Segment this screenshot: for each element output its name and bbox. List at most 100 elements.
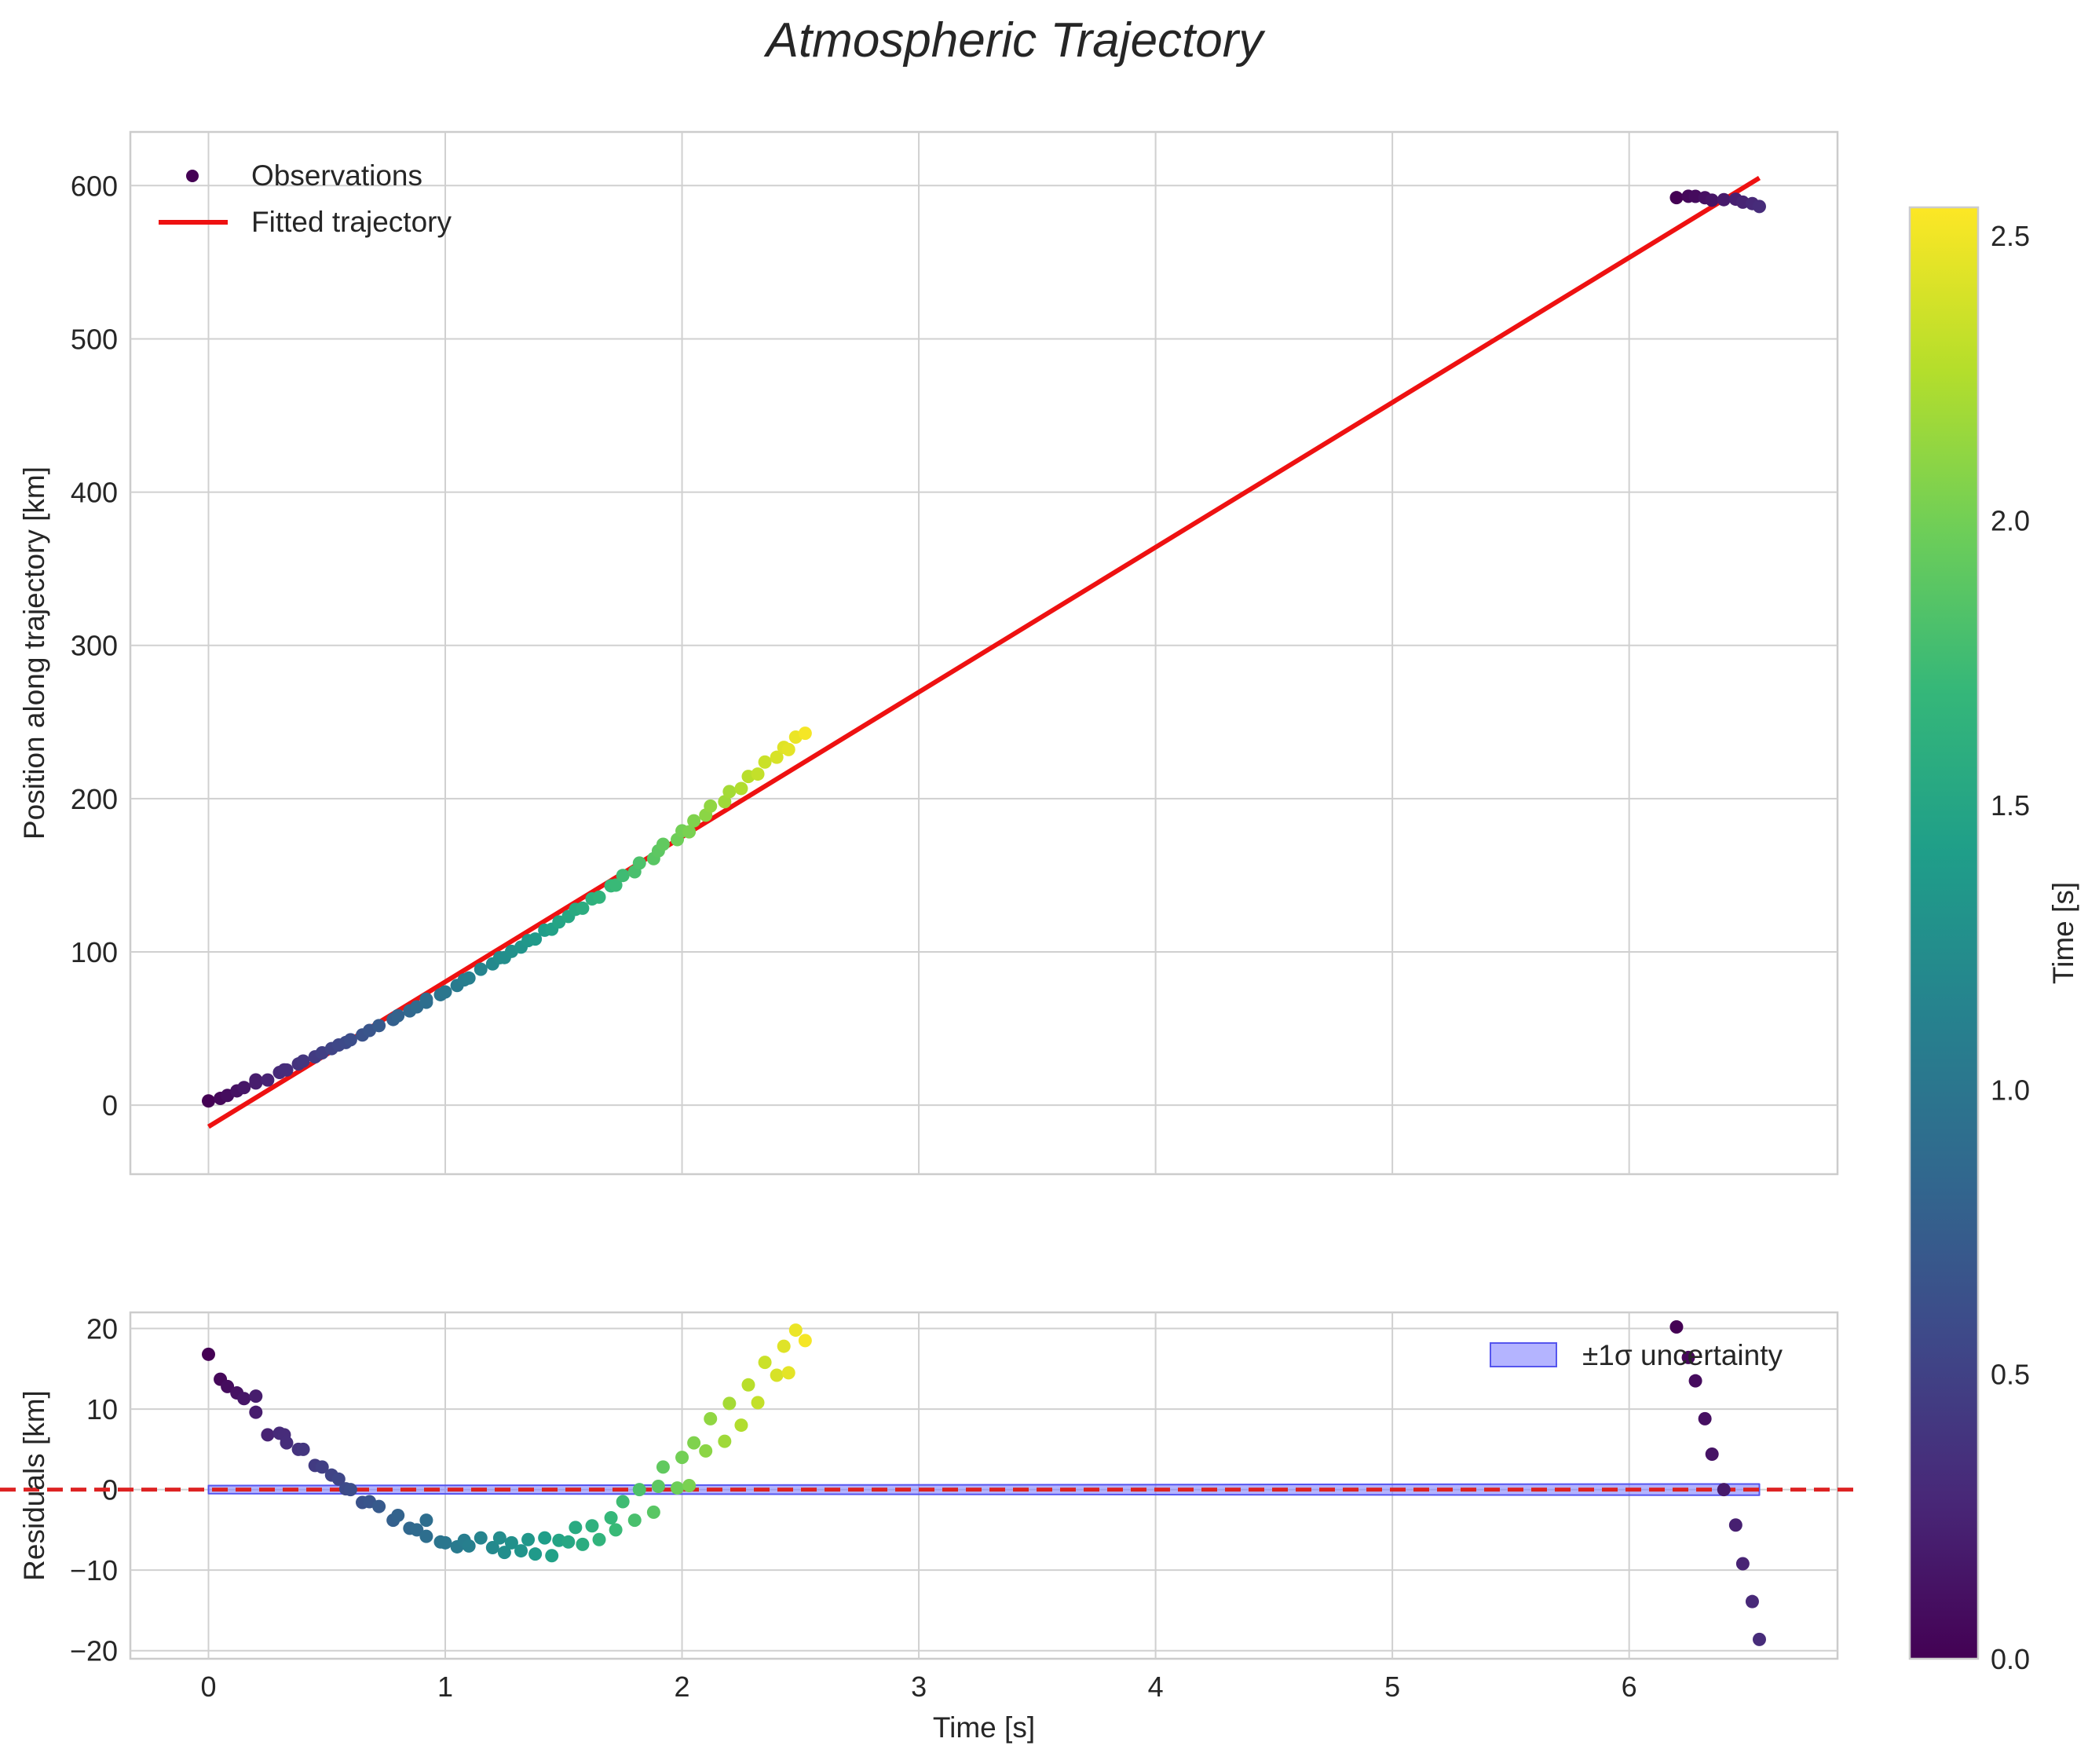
observation-point: [770, 750, 784, 764]
residual-point: [280, 1436, 294, 1450]
residual-point: [616, 1495, 630, 1509]
x-tick-label: 4: [1148, 1671, 1164, 1703]
bottom-y-tick-label: −20: [70, 1635, 118, 1667]
residual-point: [1752, 1632, 1766, 1646]
top-y-axis-label: Position along trajectory [km]: [18, 467, 50, 840]
residual-point: [1735, 1557, 1750, 1571]
residual-point: [671, 1481, 685, 1495]
residual-point: [1728, 1518, 1742, 1532]
x-tick-label: 3: [911, 1671, 927, 1703]
observation-point: [734, 781, 748, 796]
observation-point: [1669, 191, 1684, 205]
top-panel: 0 100 200 300 400 500 600: [71, 130, 1839, 1176]
residual-point: [249, 1405, 263, 1419]
observation-point: [576, 901, 590, 915]
observation-point: [718, 795, 732, 809]
residual-point: [497, 1546, 511, 1560]
residual-point: [741, 1378, 755, 1392]
residual-point: [781, 1366, 795, 1380]
observation-point: [528, 932, 543, 946]
x-axis-label: Time [s]: [933, 1711, 1035, 1744]
residual-point: [722, 1396, 737, 1411]
residual-point: [462, 1539, 476, 1553]
residual-point: [419, 1529, 433, 1543]
observation-point: [438, 985, 452, 999]
residual-point: [609, 1523, 623, 1537]
residual-point: [627, 1513, 642, 1528]
residual-point: [1698, 1411, 1712, 1425]
residual-point: [492, 1531, 506, 1545]
residual-point: [734, 1418, 748, 1433]
observation-point: [372, 1019, 386, 1033]
top-y-tick-label: 300: [71, 630, 118, 662]
observation-point: [798, 726, 812, 741]
residual-point: [1681, 1350, 1695, 1364]
residual-point: [592, 1532, 606, 1546]
uncertainty-band: [207, 1483, 1761, 1496]
residual-point: [704, 1411, 718, 1425]
residual-point: [372, 1499, 386, 1513]
colorbar-tick-label: 1.5: [1991, 789, 2030, 822]
residual-point: [569, 1521, 583, 1535]
residual-point: [296, 1442, 310, 1456]
residual-point: [1705, 1447, 1719, 1462]
colorbar-gradient: [1908, 206, 1980, 1660]
colorbar: 0.0 0.5 1.0 1.5 2.0 2.5: [1908, 206, 2030, 1675]
residual-point: [687, 1436, 701, 1450]
residual-point: [419, 1513, 433, 1528]
bottom-y-tick-label: −10: [70, 1554, 118, 1587]
residual-point: [343, 1483, 357, 1497]
observation-point: [1705, 193, 1719, 207]
top-y-tick-label: 400: [71, 477, 118, 509]
observation-point: [474, 962, 488, 976]
residual-point: [751, 1396, 765, 1410]
colorbar-label: Time [s]: [2047, 882, 2079, 984]
residual-point: [438, 1535, 452, 1550]
observation-point: [296, 1054, 310, 1068]
residual-point: [770, 1368, 784, 1382]
observation-point: [632, 856, 646, 870]
observation-point: [751, 767, 765, 781]
residual-point: [1745, 1594, 1759, 1608]
x-tick-label: 5: [1384, 1671, 1400, 1703]
top-legend: Observations Fitted trajectory: [159, 159, 452, 238]
residual-point: [521, 1532, 536, 1546]
residual-point: [1688, 1374, 1702, 1388]
legend-fit-label: Fitted trajectory: [251, 206, 452, 238]
chart-title: Atmospheric Trajectory: [763, 13, 1267, 68]
x-tick-label: 0: [200, 1671, 216, 1703]
residual-point: [788, 1323, 803, 1338]
legend-uncertainty-label: ±1σ uncertainty: [1582, 1339, 1783, 1371]
residual-point: [474, 1531, 488, 1545]
observation-point: [704, 799, 718, 813]
colorbar-tick-label: 1.0: [1991, 1074, 2030, 1106]
bottom-y-axis-label: Residuals [km]: [18, 1390, 50, 1581]
residual-point: [1669, 1319, 1684, 1334]
residual-point: [718, 1434, 732, 1448]
residual-point: [261, 1428, 275, 1442]
observation-point: [419, 992, 433, 1006]
top-y-tick-label: 100: [71, 936, 118, 968]
x-tick-label: 1: [437, 1671, 453, 1703]
residual-point: [604, 1511, 618, 1525]
residual-point: [561, 1535, 576, 1549]
observation-point: [616, 869, 630, 883]
residual-point: [410, 1523, 424, 1537]
observation-point: [1752, 199, 1766, 214]
observation-point: [781, 742, 795, 756]
residual-point: [758, 1356, 772, 1370]
observation-point: [592, 890, 606, 904]
top-y-tick-label: 600: [71, 170, 118, 202]
residual-point: [777, 1339, 791, 1353]
bottom-legend: ±1σ uncertainty: [1490, 1339, 1783, 1371]
residual-point: [485, 1540, 499, 1554]
observation-point: [609, 878, 623, 892]
residual-point: [538, 1531, 552, 1545]
bottom-y-tick-label: 20: [86, 1313, 118, 1345]
observation-point: [758, 755, 772, 769]
bottom-y-tick-label: 10: [86, 1393, 118, 1425]
x-tick-label: 6: [1622, 1671, 1637, 1703]
colorbar-tick-label: 0.0: [1991, 1643, 2030, 1675]
